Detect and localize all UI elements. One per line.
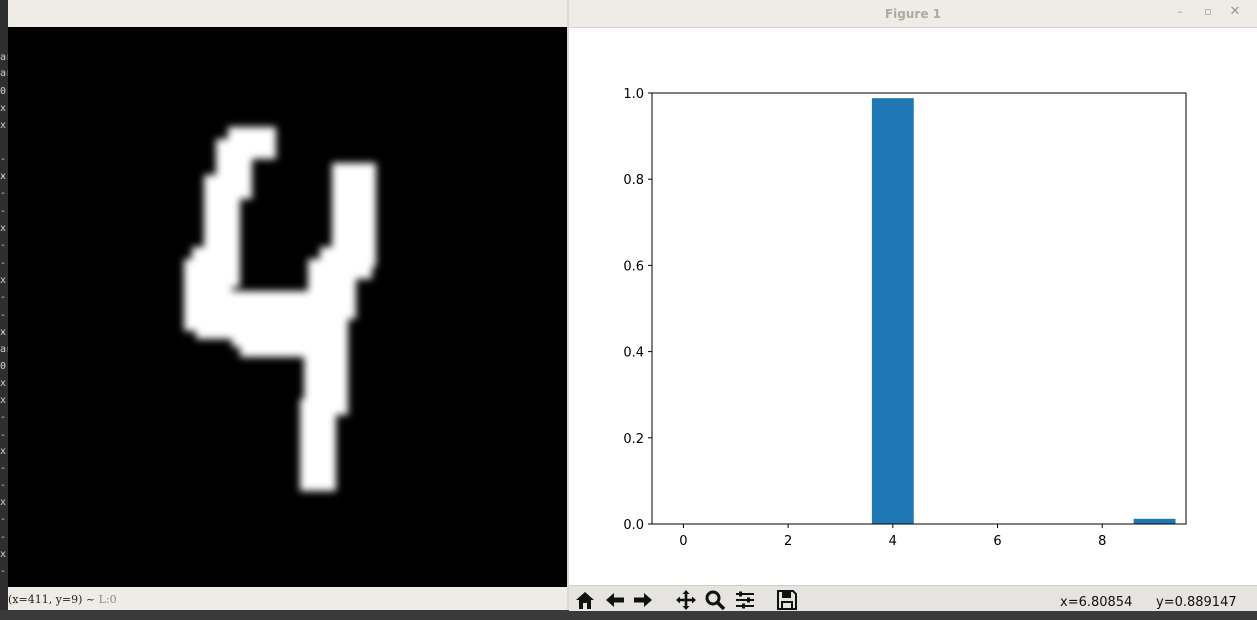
terminal-line: 0	[0, 361, 7, 372]
figure-titlebar[interactable]: Figure 1 – ▫ ✕	[569, 0, 1257, 28]
x-tick-label: 8	[1098, 534, 1106, 549]
terminal-line: -	[0, 292, 7, 303]
navigation-toolbar: x=6.80854 y=0.889147	[569, 585, 1257, 611]
bar	[871, 98, 914, 524]
terminal-line: -	[0, 480, 7, 491]
terminal-line: -	[0, 412, 7, 423]
figure-title: Figure 1	[884, 7, 942, 21]
digit-image-canvas[interactable]	[8, 27, 568, 587]
level-indicator: L:0	[98, 593, 117, 606]
cursor-coordinates: (x=411, y=9) ~	[8, 593, 99, 606]
terminal-line: -	[0, 532, 7, 543]
window-divider	[567, 0, 569, 610]
image-viewer-statusbar: (x=411, y=9) ~ L:0	[8, 587, 568, 610]
save-icon[interactable]	[774, 589, 800, 611]
x-tick-label: 4	[889, 534, 897, 549]
terminal-line: x	[0, 171, 7, 182]
terminal-line: ar	[0, 52, 8, 63]
back-icon[interactable]	[602, 589, 628, 611]
terminal-strip: arar0xx--x--x--x--x-ar0xx--x--x--x-	[0, 0, 8, 610]
plot-canvas[interactable]: 0 2 4 6 8 0.0 0.2 0.4 0.6 0.8 1.0	[569, 27, 1257, 585]
terminal-line: x	[0, 103, 7, 114]
y-tick-label: 0.4	[623, 346, 644, 361]
bar-chart: 0 2 4 6 8 0.0 0.2 0.4 0.6 0.8 1.0	[623, 87, 1187, 549]
terminal-line: -	[0, 206, 7, 217]
terminal-line: x	[0, 327, 7, 338]
terminal-line: -	[0, 310, 7, 321]
axes-frame	[651, 92, 1187, 525]
terminal-line: x	[0, 120, 7, 131]
terminal-line: 0	[0, 86, 7, 97]
digit-image	[8, 27, 568, 587]
terminal-line: -	[0, 154, 7, 165]
home-icon[interactable]	[572, 589, 598, 611]
terminal-line: x	[0, 378, 7, 389]
terminal-line: x	[0, 549, 7, 560]
image-viewer-titlebar[interactable]	[8, 0, 568, 28]
terminal-line: -	[0, 188, 7, 199]
terminal-line: -	[0, 240, 7, 251]
y-tick-label: 0.2	[623, 432, 644, 447]
image-viewer-window: (x=411, y=9) ~ L:0	[8, 0, 568, 610]
restore-icon[interactable]: ▫	[1204, 5, 1212, 18]
x-tick-label: 0	[679, 534, 687, 549]
cursor-x-readout: x=6.80854	[1060, 595, 1133, 610]
bar	[1133, 518, 1176, 524]
terminal-line: -	[0, 430, 7, 441]
terminal-line: x	[0, 395, 7, 406]
terminal-line: -	[0, 514, 7, 525]
figure-window: Figure 1 – ▫ ✕ 0 2 4 6 8 0.0 0.2 0.4 0.6 0.8 1.0 x…	[569, 0, 1257, 611]
minimize-icon[interactable]: –	[1177, 5, 1183, 18]
terminal-line: -	[0, 463, 7, 474]
terminal-line: -	[0, 258, 7, 269]
y-tick-label: 0.6	[623, 259, 644, 274]
configure-subplots-icon[interactable]	[732, 589, 758, 611]
y-tick-label: 1.0	[623, 87, 644, 102]
terminal-line: ar	[0, 344, 8, 355]
cursor-y-readout: y=0.889147	[1156, 595, 1237, 610]
terminal-line: ar	[0, 68, 8, 79]
terminal-line: -	[0, 327, 7, 338]
terminal-line: -	[0, 566, 7, 577]
forward-icon[interactable]	[630, 589, 656, 611]
zoom-icon[interactable]	[702, 589, 728, 611]
x-tick-label: 2	[784, 534, 792, 549]
pan-icon[interactable]	[673, 589, 699, 611]
y-tick-label: 0.0	[623, 518, 644, 533]
x-tick-label: 6	[993, 534, 1001, 549]
terminal-line: x	[0, 497, 7, 508]
terminal-line: x	[0, 223, 7, 234]
terminal-line: x	[0, 275, 7, 286]
terminal-line: x	[0, 446, 7, 457]
y-tick-label: 0.8	[623, 173, 644, 188]
terminal-line: -	[0, 171, 7, 182]
close-icon[interactable]: ✕	[1229, 4, 1241, 19]
